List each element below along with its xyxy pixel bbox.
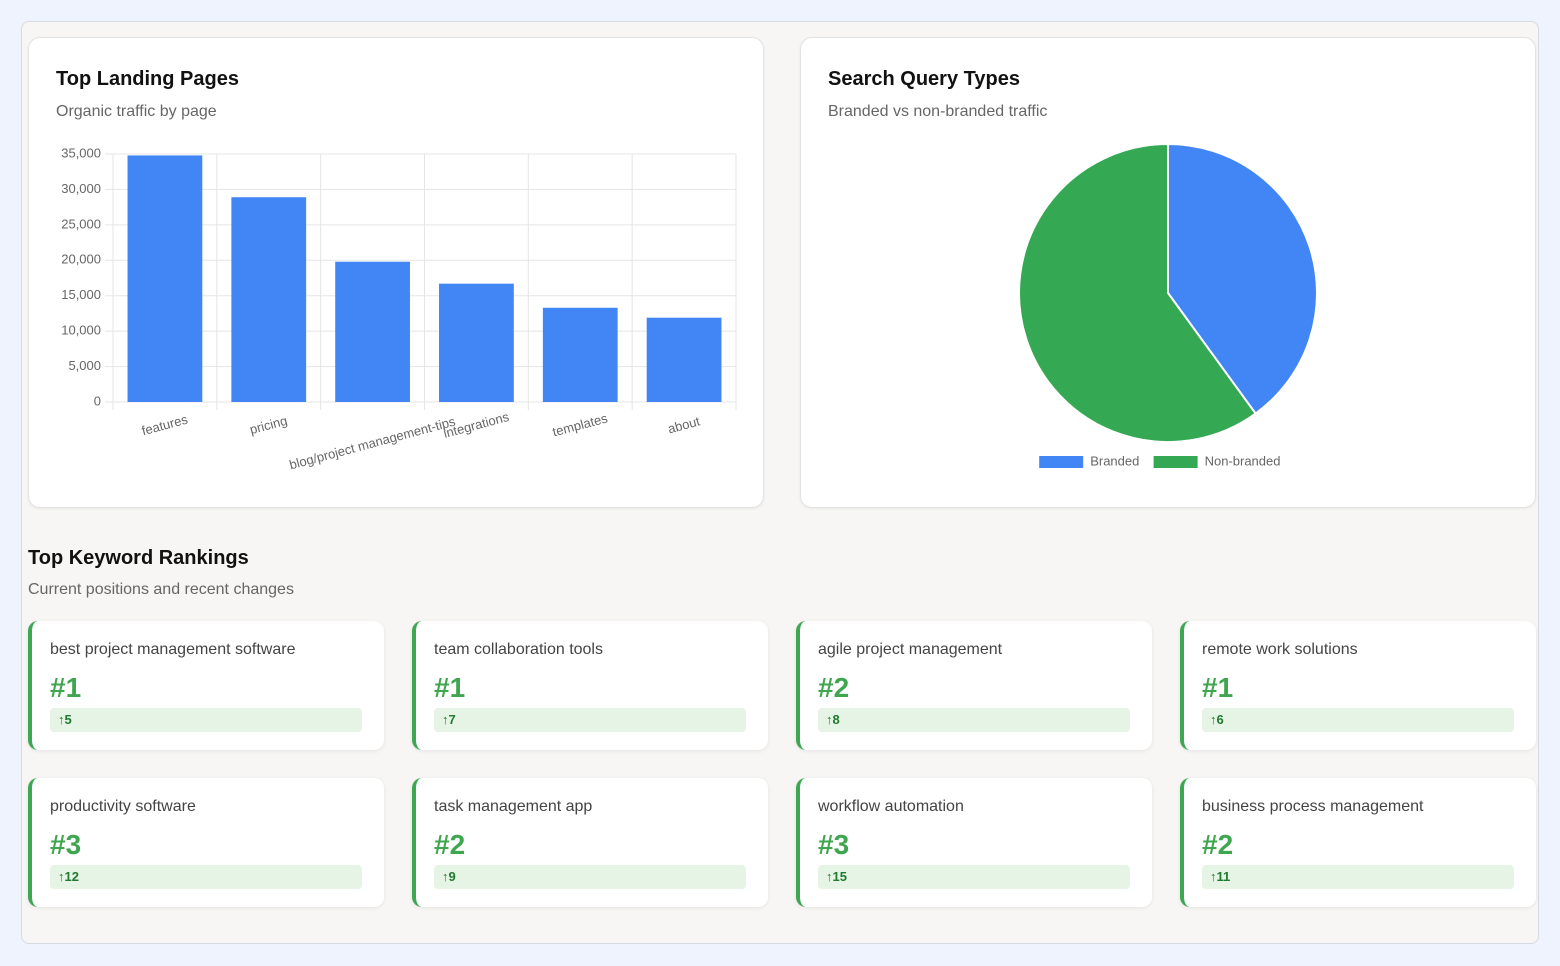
rank-change: ↑9: [434, 865, 746, 889]
keyword-card: productivity software #3 ↑12: [28, 778, 384, 907]
y-tick-label: 20,000: [61, 252, 101, 267]
pie-slice: [1018, 142, 1257, 443]
keyword-text: productivity software: [50, 798, 196, 815]
pie-slice: [1167, 142, 1318, 415]
chart-title: Search Query Types: [828, 68, 1020, 90]
keyword-card: business process management #2 ↑11: [1180, 778, 1536, 907]
keyword-text: agile project management: [818, 641, 1003, 658]
rank-change: ↑15: [818, 865, 1130, 889]
rank-change: ↑6: [1202, 708, 1514, 732]
x-tick-label: features: [140, 412, 190, 439]
x-tick-label: about: [666, 413, 702, 436]
y-tick-label: 5,000: [68, 358, 101, 373]
keyword-rank: #2: [1202, 829, 1234, 860]
y-tick-label: 30,000: [61, 181, 101, 196]
bar: [439, 283, 514, 402]
pie-chart: Branded Non-branded: [1018, 142, 1318, 468]
bar: [542, 307, 618, 402]
legend-label: Non-branded: [1205, 453, 1281, 468]
keyword-text: best project management software: [50, 641, 296, 658]
y-tick-label: 15,000: [61, 287, 101, 302]
bar-card: Top Landing Pages Organic traffic by pag…: [28, 37, 764, 508]
y-tick-label: 35,000: [61, 145, 101, 160]
section-title: Top Keyword Rankings: [28, 547, 249, 569]
bar: [335, 261, 410, 402]
bar: [231, 197, 307, 402]
bar-chart: 0 5,000 10,000 15,000 20,000 25,000 30,000 35,0…: [61, 145, 737, 472]
keyword-text: workflow automation: [818, 798, 964, 815]
x-tick-label: templates: [551, 410, 610, 439]
keyword-rank: #2: [434, 829, 466, 860]
keyword-text: business process management: [1202, 798, 1424, 815]
keyword-rank: #3: [818, 829, 850, 860]
rank-change: ↑5: [50, 708, 362, 732]
y-tick-label: 25,000: [61, 216, 101, 231]
keyword-rank: #1: [50, 672, 82, 703]
x-tick-label: blog/project management-tips: [288, 413, 458, 472]
legend-swatch: [1039, 456, 1084, 468]
y-tick-label: 0: [94, 393, 101, 408]
legend-label: Branded: [1090, 453, 1139, 468]
legend-swatch: [1153, 456, 1198, 468]
pie-card: Search Query Types Branded vs non-brande…: [800, 37, 1536, 508]
keyword-card: team collaboration tools #1 ↑7: [412, 621, 768, 750]
keyword-rank: #1: [434, 672, 466, 703]
bar: [646, 317, 722, 402]
rank-change: ↑12: [50, 865, 362, 889]
keyword-rank: #2: [818, 672, 850, 703]
keyword-text: task management app: [434, 798, 593, 815]
section-subtitle: Current positions and recent changes: [28, 581, 294, 598]
rank-change: ↑11: [1202, 865, 1514, 889]
y-tick-label: 10,000: [61, 323, 101, 338]
chart-subtitle: Organic traffic by page: [56, 103, 217, 120]
keyword-card: task management app #2 ↑9: [412, 778, 768, 907]
keyword-card: agile project management #2 ↑8: [796, 621, 1152, 750]
keyword-card: best project management software #1 ↑5: [28, 621, 384, 750]
keyword-rank: #1: [1202, 672, 1234, 703]
bar: [127, 155, 203, 402]
keyword-text: remote work solutions: [1202, 641, 1358, 658]
rank-change: ↑7: [434, 708, 746, 732]
chart-subtitle: Branded vs non-branded traffic: [828, 103, 1048, 120]
x-tick-label: pricing: [248, 413, 289, 437]
keyword-text: team collaboration tools: [434, 641, 603, 658]
chart-title: Top Landing Pages: [56, 68, 239, 90]
rank-change: ↑8: [818, 708, 1130, 732]
keyword-card: remote work solutions #1 ↑6: [1180, 621, 1536, 750]
keyword-card: workflow automation #3 ↑15: [796, 778, 1152, 907]
keyword-rank: #3: [50, 829, 82, 860]
